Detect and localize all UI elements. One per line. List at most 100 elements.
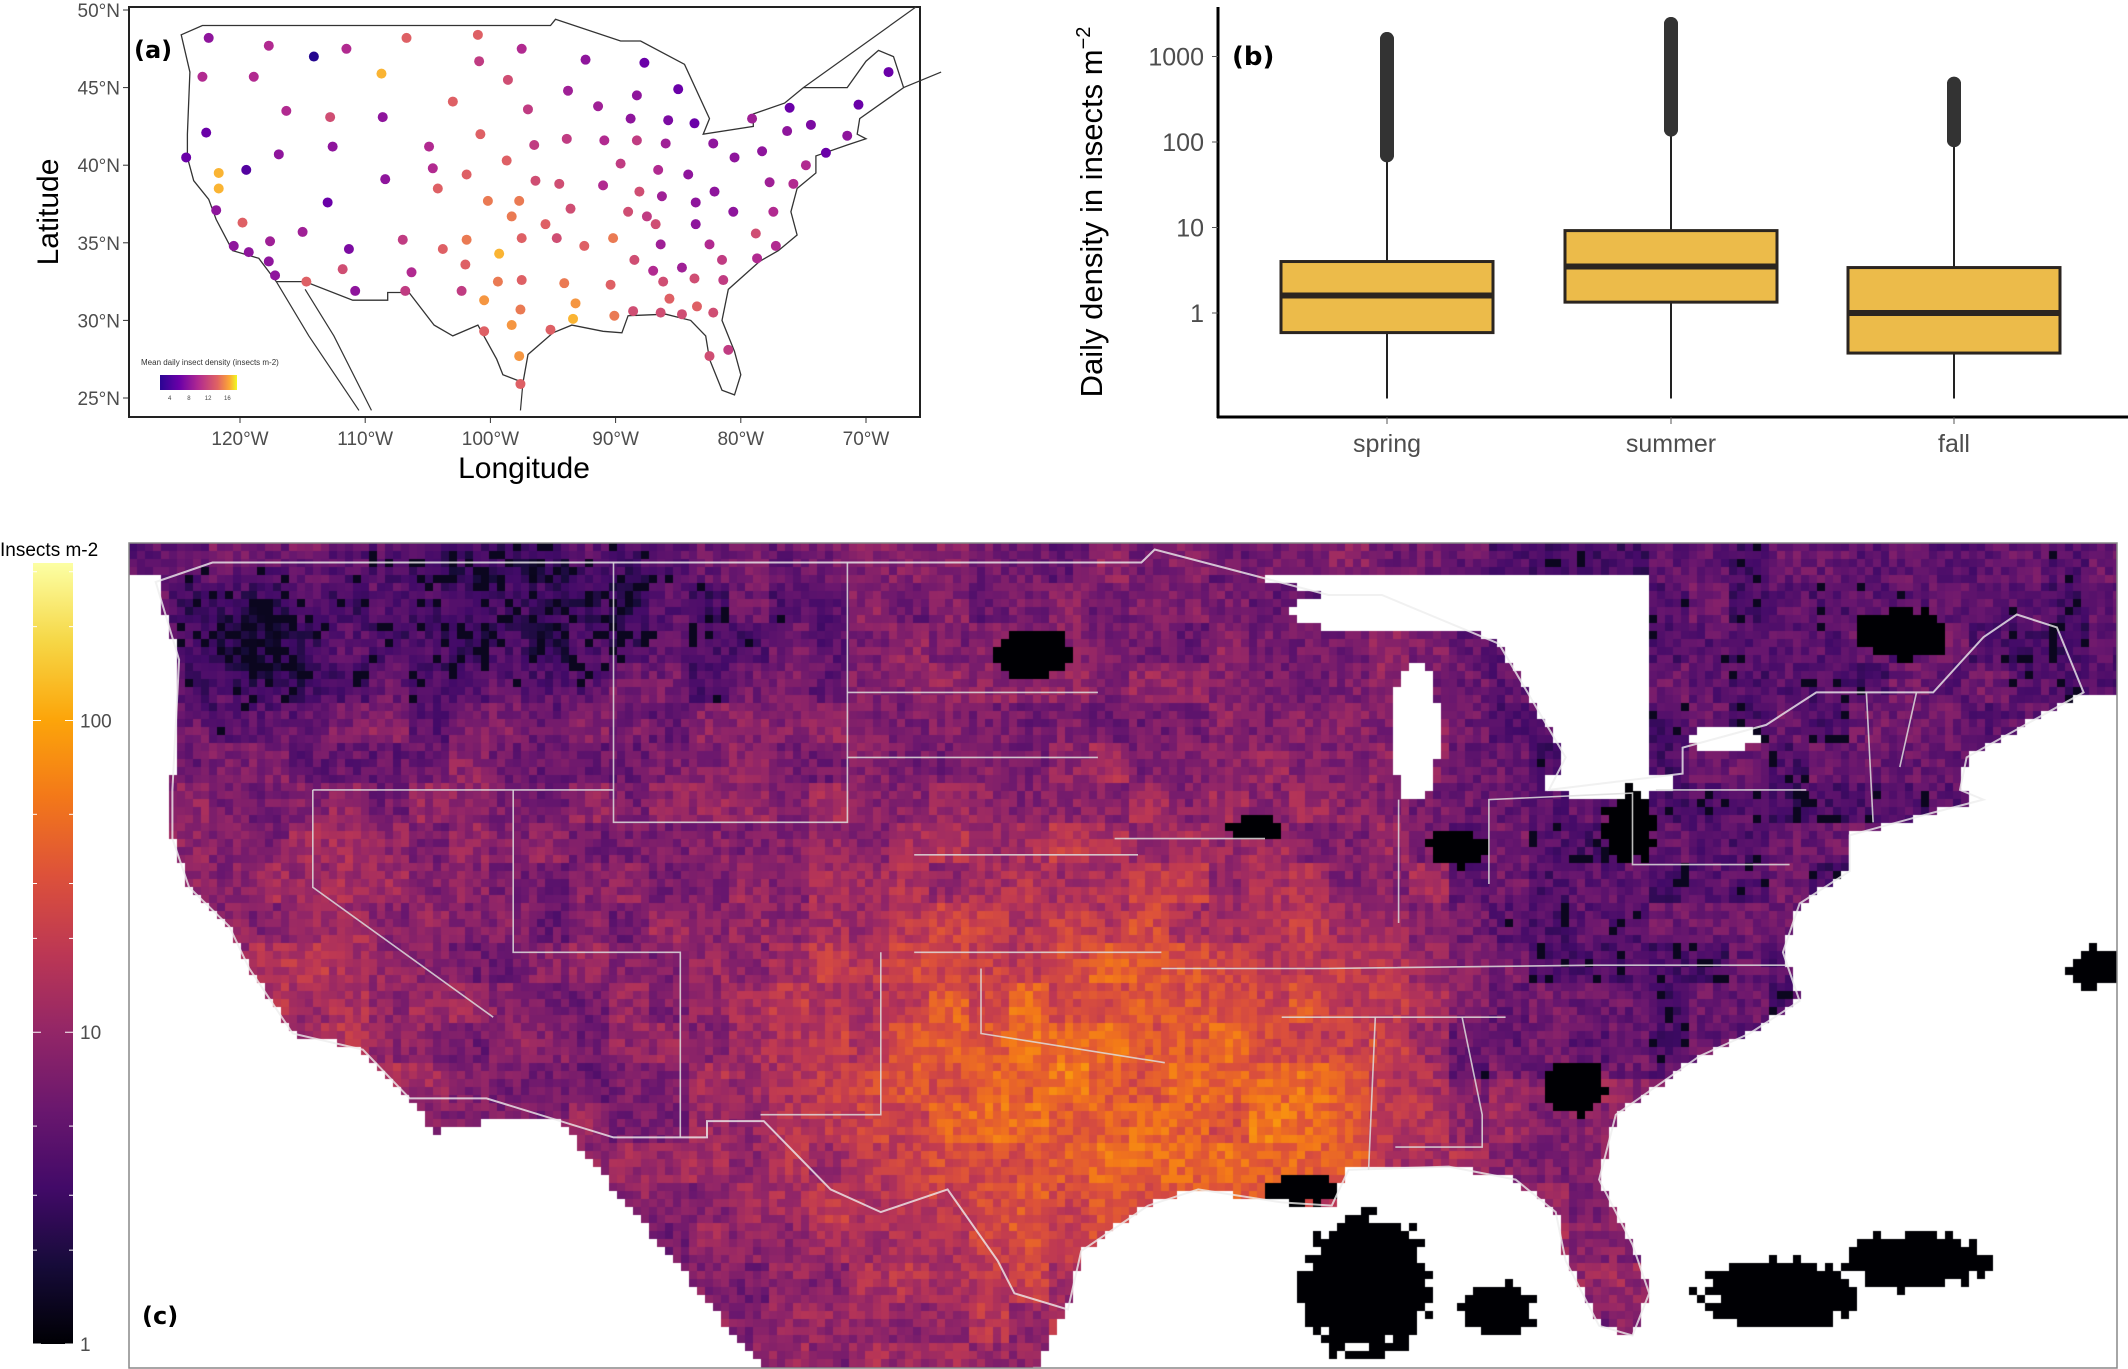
legend-tick-label: 12 xyxy=(205,396,212,402)
station-point xyxy=(717,254,728,265)
legend-tick-label: 8 xyxy=(187,396,191,402)
station-point xyxy=(676,262,687,273)
station-point xyxy=(181,152,192,163)
station-point xyxy=(883,67,894,78)
station-point xyxy=(201,127,212,138)
station-point xyxy=(502,74,513,85)
y-tick-label: 10 xyxy=(1176,215,1204,243)
colorbar-tick-label: 1 xyxy=(80,1335,91,1356)
station-point xyxy=(608,233,619,244)
colorbar-tick-label: 10 xyxy=(80,1023,101,1044)
station-point xyxy=(341,43,352,54)
station-point xyxy=(554,178,565,189)
station-point xyxy=(631,135,642,146)
panel-b-tag: (b) xyxy=(1232,42,1274,72)
station-point xyxy=(474,56,485,67)
station-point xyxy=(322,197,333,208)
station-point xyxy=(628,306,639,317)
station-point xyxy=(522,104,533,115)
x-tick-label: fall xyxy=(1938,430,1970,458)
station-point xyxy=(437,244,448,255)
station-point xyxy=(605,279,616,290)
station-point xyxy=(728,206,739,217)
station-point xyxy=(308,51,319,62)
us-outline xyxy=(180,18,905,396)
station-point xyxy=(631,90,642,101)
legend-title: Mean daily insect density (insects m-2) xyxy=(141,358,279,367)
legend-tick-label: 4 xyxy=(168,396,172,402)
x-axis-label: Longitude xyxy=(458,452,590,485)
station-point xyxy=(516,43,527,54)
station-point xyxy=(704,239,715,250)
station-point xyxy=(297,226,308,237)
station-point xyxy=(683,169,694,180)
station-point xyxy=(337,264,348,275)
y-tick-label: 1 xyxy=(1190,300,1204,328)
station-point xyxy=(529,140,540,151)
station-point xyxy=(660,138,671,149)
station-point xyxy=(406,267,417,278)
station-point xyxy=(690,219,701,230)
station-point xyxy=(663,115,674,126)
station-point xyxy=(704,351,715,362)
station-point xyxy=(456,285,467,296)
station-point xyxy=(400,285,411,296)
station-point xyxy=(514,351,525,362)
station-point xyxy=(580,54,591,65)
station-point xyxy=(639,57,650,68)
station-point xyxy=(327,141,338,152)
station-point xyxy=(788,178,799,189)
station-point xyxy=(479,295,490,306)
station-point xyxy=(263,256,274,267)
station-point xyxy=(800,160,811,171)
station-point xyxy=(432,183,443,194)
station-point xyxy=(301,276,312,287)
station-point xyxy=(655,307,666,318)
colorbar-title: Insects m-2 xyxy=(0,540,98,561)
station-point xyxy=(708,138,719,149)
y-tick-label: 35°N xyxy=(78,234,120,255)
station-point xyxy=(648,265,659,276)
station-point xyxy=(764,177,775,188)
station-point xyxy=(325,112,336,123)
station-point xyxy=(506,320,517,331)
station-point xyxy=(768,206,779,217)
station-point xyxy=(545,324,556,335)
station-point xyxy=(598,180,609,191)
panel-a-tag: (a) xyxy=(134,36,172,64)
y-tick-label: 45°N xyxy=(78,79,120,100)
station-point xyxy=(515,379,526,390)
colorbar xyxy=(33,563,73,1344)
station-point xyxy=(248,71,259,82)
x-tick-label: 110°W xyxy=(337,429,393,450)
station-point xyxy=(634,186,645,197)
station-point xyxy=(479,326,490,337)
station-point xyxy=(820,147,831,158)
station-point xyxy=(676,309,687,320)
station-point xyxy=(424,141,435,152)
legend-colorbar xyxy=(160,375,237,390)
station-point xyxy=(397,234,408,245)
station-point xyxy=(213,183,224,194)
panel-a-station-map: 120°W 110°W 100°W 90°W 80°W 70°W 25°N 30°N 35°N 4… xyxy=(32,1,942,485)
station-point xyxy=(750,228,761,239)
x-tick-label: 120°W xyxy=(211,429,268,450)
station-point xyxy=(243,247,254,258)
station-point xyxy=(655,239,666,250)
station-point xyxy=(273,149,284,160)
station-point xyxy=(203,32,214,43)
panel-c-density-raster xyxy=(129,543,2117,1368)
station-point xyxy=(673,84,684,95)
colorbar-tick-label: 100 xyxy=(80,711,112,732)
canada-coastline xyxy=(803,6,942,89)
y-tick-label: 100 xyxy=(1162,129,1204,157)
station-point xyxy=(241,164,252,175)
station-point xyxy=(461,234,472,245)
station-point xyxy=(752,253,763,264)
station-point xyxy=(747,113,758,124)
station-point xyxy=(615,158,626,169)
station-point xyxy=(770,240,781,251)
y-tick-label: 40°N xyxy=(78,156,120,177)
station-point xyxy=(570,298,581,309)
x-tick-label: 100°W xyxy=(462,429,519,450)
